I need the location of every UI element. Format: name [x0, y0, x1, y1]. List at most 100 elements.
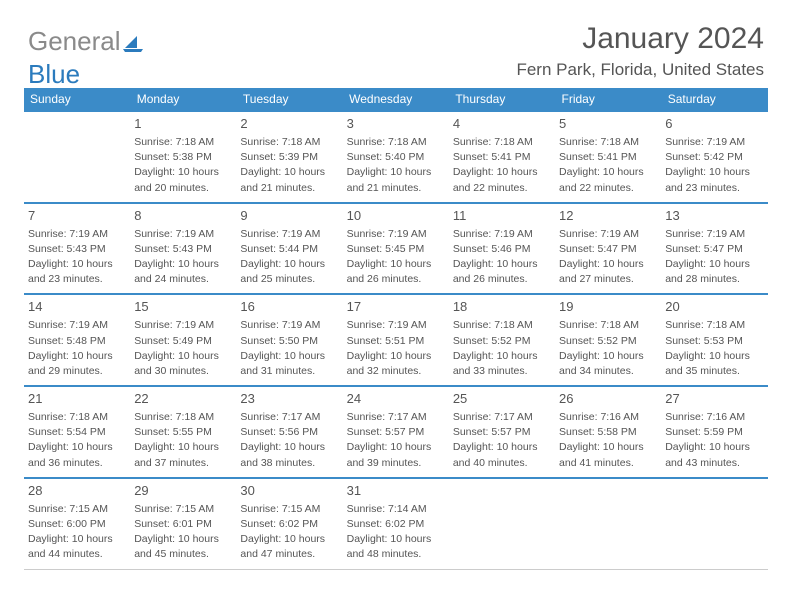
- calendar-day-cell: 19Sunrise: 7:18 AMSunset: 5:52 PMDayligh…: [555, 294, 661, 386]
- day-details: Sunrise: 7:19 AMSunset: 5:51 PMDaylight:…: [347, 318, 445, 379]
- day-number: 10: [347, 207, 445, 226]
- day-number: 17: [347, 298, 445, 317]
- calendar-week-row: 14Sunrise: 7:19 AMSunset: 5:48 PMDayligh…: [24, 294, 768, 386]
- day-details: Sunrise: 7:19 AMSunset: 5:47 PMDaylight:…: [665, 227, 763, 288]
- day-number: 25: [453, 390, 551, 409]
- day-details: Sunrise: 7:19 AMSunset: 5:47 PMDaylight:…: [559, 227, 657, 288]
- day-number: 21: [28, 390, 126, 409]
- calendar-day-cell: 31Sunrise: 7:14 AMSunset: 6:02 PMDayligh…: [343, 478, 449, 569]
- day-header: Saturday: [661, 88, 767, 111]
- day-details: Sunrise: 7:18 AMSunset: 5:41 PMDaylight:…: [559, 135, 657, 196]
- day-number: 3: [347, 115, 445, 134]
- day-details: Sunrise: 7:19 AMSunset: 5:46 PMDaylight:…: [453, 227, 551, 288]
- calendar-week-row: 1Sunrise: 7:18 AMSunset: 5:38 PMDaylight…: [24, 111, 768, 203]
- calendar-day-cell: 16Sunrise: 7:19 AMSunset: 5:50 PMDayligh…: [236, 294, 342, 386]
- day-header: Wednesday: [343, 88, 449, 111]
- day-details: Sunrise: 7:19 AMSunset: 5:43 PMDaylight:…: [134, 227, 232, 288]
- day-details: Sunrise: 7:17 AMSunset: 5:57 PMDaylight:…: [453, 410, 551, 471]
- day-number: 8: [134, 207, 232, 226]
- day-header: Friday: [555, 88, 661, 111]
- day-number: 29: [134, 482, 232, 501]
- day-number: 24: [347, 390, 445, 409]
- calendar-day-cell: 17Sunrise: 7:19 AMSunset: 5:51 PMDayligh…: [343, 294, 449, 386]
- day-details: Sunrise: 7:19 AMSunset: 5:43 PMDaylight:…: [28, 227, 126, 288]
- day-number: 4: [453, 115, 551, 134]
- day-details: Sunrise: 7:16 AMSunset: 5:58 PMDaylight:…: [559, 410, 657, 471]
- calendar-day-cell: 23Sunrise: 7:17 AMSunset: 5:56 PMDayligh…: [236, 386, 342, 478]
- day-number: 15: [134, 298, 232, 317]
- day-number: 2: [240, 115, 338, 134]
- page-title: January 2024: [582, 22, 764, 56]
- day-number: 19: [559, 298, 657, 317]
- logo: General Blue: [28, 26, 143, 90]
- day-header: Sunday: [24, 88, 130, 111]
- day-details: Sunrise: 7:18 AMSunset: 5:40 PMDaylight:…: [347, 135, 445, 196]
- logo-sail-icon: [123, 28, 143, 59]
- calendar-week-row: 7Sunrise: 7:19 AMSunset: 5:43 PMDaylight…: [24, 203, 768, 295]
- day-number: 31: [347, 482, 445, 501]
- logo-text-blue: Blue: [28, 59, 80, 89]
- calendar-day-cell: 25Sunrise: 7:17 AMSunset: 5:57 PMDayligh…: [449, 386, 555, 478]
- calendar-day-cell: [555, 478, 661, 569]
- calendar-day-cell: 14Sunrise: 7:19 AMSunset: 5:48 PMDayligh…: [24, 294, 130, 386]
- calendar-day-cell: 22Sunrise: 7:18 AMSunset: 5:55 PMDayligh…: [130, 386, 236, 478]
- day-details: Sunrise: 7:18 AMSunset: 5:52 PMDaylight:…: [453, 318, 551, 379]
- day-number: 14: [28, 298, 126, 317]
- day-number: 16: [240, 298, 338, 317]
- day-details: Sunrise: 7:18 AMSunset: 5:55 PMDaylight:…: [134, 410, 232, 471]
- location-subtitle: Fern Park, Florida, United States: [516, 60, 764, 80]
- calendar-day-cell: 4Sunrise: 7:18 AMSunset: 5:41 PMDaylight…: [449, 111, 555, 203]
- logo-text-gray: General: [28, 26, 121, 56]
- calendar-day-cell: 28Sunrise: 7:15 AMSunset: 6:00 PMDayligh…: [24, 478, 130, 569]
- day-details: Sunrise: 7:18 AMSunset: 5:52 PMDaylight:…: [559, 318, 657, 379]
- day-number: 11: [453, 207, 551, 226]
- day-details: Sunrise: 7:19 AMSunset: 5:44 PMDaylight:…: [240, 227, 338, 288]
- day-number: 26: [559, 390, 657, 409]
- calendar-day-cell: 7Sunrise: 7:19 AMSunset: 5:43 PMDaylight…: [24, 203, 130, 295]
- calendar-day-cell: 5Sunrise: 7:18 AMSunset: 5:41 PMDaylight…: [555, 111, 661, 203]
- day-details: Sunrise: 7:18 AMSunset: 5:39 PMDaylight:…: [240, 135, 338, 196]
- day-details: Sunrise: 7:17 AMSunset: 5:57 PMDaylight:…: [347, 410, 445, 471]
- calendar-day-cell: 13Sunrise: 7:19 AMSunset: 5:47 PMDayligh…: [661, 203, 767, 295]
- calendar-day-cell: 15Sunrise: 7:19 AMSunset: 5:49 PMDayligh…: [130, 294, 236, 386]
- day-number: 20: [665, 298, 763, 317]
- calendar-day-cell: 8Sunrise: 7:19 AMSunset: 5:43 PMDaylight…: [130, 203, 236, 295]
- day-number: 9: [240, 207, 338, 226]
- day-number: 13: [665, 207, 763, 226]
- calendar-day-cell: 29Sunrise: 7:15 AMSunset: 6:01 PMDayligh…: [130, 478, 236, 569]
- calendar-day-cell: [661, 478, 767, 569]
- calendar-week-row: 21Sunrise: 7:18 AMSunset: 5:54 PMDayligh…: [24, 386, 768, 478]
- day-number: 7: [28, 207, 126, 226]
- calendar-week-row: 28Sunrise: 7:15 AMSunset: 6:00 PMDayligh…: [24, 478, 768, 569]
- calendar-day-cell: 26Sunrise: 7:16 AMSunset: 5:58 PMDayligh…: [555, 386, 661, 478]
- day-number: 27: [665, 390, 763, 409]
- day-number: 5: [559, 115, 657, 134]
- day-header: Thursday: [449, 88, 555, 111]
- day-details: Sunrise: 7:19 AMSunset: 5:50 PMDaylight:…: [240, 318, 338, 379]
- calendar-day-cell: 10Sunrise: 7:19 AMSunset: 5:45 PMDayligh…: [343, 203, 449, 295]
- calendar-day-cell: 6Sunrise: 7:19 AMSunset: 5:42 PMDaylight…: [661, 111, 767, 203]
- day-details: Sunrise: 7:15 AMSunset: 6:02 PMDaylight:…: [240, 502, 338, 563]
- day-number: 22: [134, 390, 232, 409]
- calendar-day-cell: [24, 111, 130, 203]
- calendar-day-cell: 20Sunrise: 7:18 AMSunset: 5:53 PMDayligh…: [661, 294, 767, 386]
- day-details: Sunrise: 7:18 AMSunset: 5:54 PMDaylight:…: [28, 410, 126, 471]
- day-number: 28: [28, 482, 126, 501]
- day-details: Sunrise: 7:19 AMSunset: 5:45 PMDaylight:…: [347, 227, 445, 288]
- calendar-day-cell: 3Sunrise: 7:18 AMSunset: 5:40 PMDaylight…: [343, 111, 449, 203]
- day-header: Tuesday: [236, 88, 342, 111]
- day-details: Sunrise: 7:19 AMSunset: 5:48 PMDaylight:…: [28, 318, 126, 379]
- calendar-day-cell: [449, 478, 555, 569]
- calendar-day-cell: 1Sunrise: 7:18 AMSunset: 5:38 PMDaylight…: [130, 111, 236, 203]
- day-details: Sunrise: 7:19 AMSunset: 5:42 PMDaylight:…: [665, 135, 763, 196]
- day-details: Sunrise: 7:18 AMSunset: 5:53 PMDaylight:…: [665, 318, 763, 379]
- calendar-day-cell: 24Sunrise: 7:17 AMSunset: 5:57 PMDayligh…: [343, 386, 449, 478]
- day-number: 12: [559, 207, 657, 226]
- day-details: Sunrise: 7:16 AMSunset: 5:59 PMDaylight:…: [665, 410, 763, 471]
- calendar-header-row: Sunday Monday Tuesday Wednesday Thursday…: [24, 88, 768, 111]
- calendar-day-cell: 30Sunrise: 7:15 AMSunset: 6:02 PMDayligh…: [236, 478, 342, 569]
- day-number: 23: [240, 390, 338, 409]
- calendar-day-cell: 27Sunrise: 7:16 AMSunset: 5:59 PMDayligh…: [661, 386, 767, 478]
- day-number: 6: [665, 115, 763, 134]
- calendar-table: Sunday Monday Tuesday Wednesday Thursday…: [24, 88, 768, 570]
